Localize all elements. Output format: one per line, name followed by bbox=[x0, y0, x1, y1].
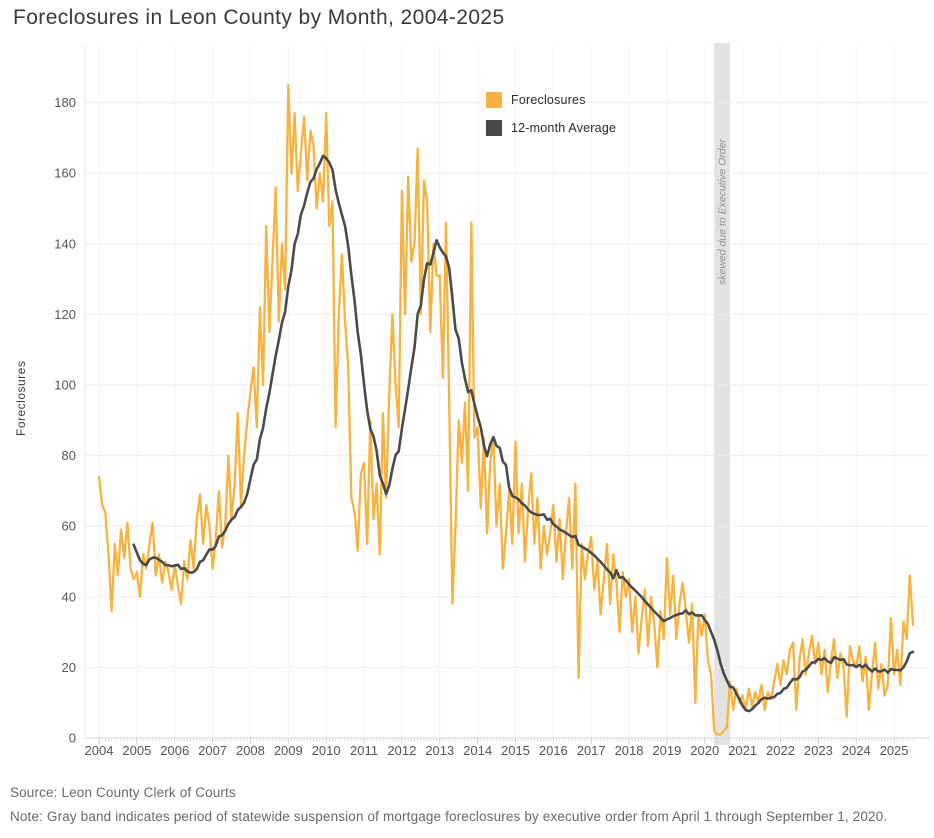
x-tick-label: 2020 bbox=[690, 743, 719, 758]
y-tick-label: 80 bbox=[62, 448, 76, 463]
y-tick-label: 180 bbox=[54, 95, 76, 110]
source-note: Source: Leon County Clerk of Courts bbox=[10, 785, 236, 800]
y-tick-label: 160 bbox=[54, 166, 76, 181]
x-tick-label: 2011 bbox=[350, 743, 378, 758]
x-tick-label: 2015 bbox=[501, 743, 530, 758]
x-tick-label: 2016 bbox=[539, 743, 568, 758]
y-tick-label: 20 bbox=[62, 660, 76, 675]
y-tick-labels: 0 20 40 60 80 100 120 140 160 180 bbox=[54, 95, 76, 745]
executive-order-band bbox=[714, 43, 730, 745]
x-tick-label: 2013 bbox=[425, 743, 454, 758]
average-series-label: 12-month Average bbox=[511, 120, 617, 135]
foreclosures-series-label: Foreclosures bbox=[511, 92, 586, 107]
y-tick-label: 60 bbox=[62, 519, 76, 534]
x-tick-label: 2023 bbox=[804, 743, 833, 758]
y-tick-label: 40 bbox=[62, 589, 76, 604]
x-tick-label: 2012 bbox=[387, 743, 416, 758]
chart-footer: Source: Leon County Clerk of Courts Note… bbox=[10, 785, 930, 833]
x-tick-label: 2009 bbox=[274, 743, 303, 758]
legend-item-average: 12-month Average bbox=[486, 119, 616, 136]
y-tick-label: 0 bbox=[69, 731, 76, 746]
y-tick-label: 120 bbox=[54, 307, 76, 322]
executive-order-note: Note: Gray band indicates period of stat… bbox=[10, 809, 888, 824]
foreclosures-line bbox=[97, 83, 915, 736]
chart-title: Foreclosures in Leon County by Month, 20… bbox=[13, 6, 505, 29]
x-tick-label: 2017 bbox=[577, 743, 606, 758]
x-tick-label: 2010 bbox=[312, 743, 341, 758]
legend-item-foreclosures: Foreclosures bbox=[486, 91, 616, 108]
x-tick-label: 2005 bbox=[122, 743, 151, 758]
x-ticks bbox=[98, 738, 917, 744]
foreclosures-series-swatch bbox=[486, 91, 502, 108]
y-tick-label: 140 bbox=[54, 236, 76, 251]
average-line bbox=[132, 154, 915, 713]
chart-plot-area: 0 20 40 60 80 100 120 140 160 180 2004 2005 2006 2007… bbox=[14, 43, 930, 758]
x-year-gridlines bbox=[98, 46, 895, 738]
x-tick-label: 2025 bbox=[880, 743, 909, 758]
executive-order-band-label: skewed due to Executive Order bbox=[717, 139, 729, 285]
x-tick-label: 2014 bbox=[463, 743, 492, 758]
x-tick-label: 2021 bbox=[728, 743, 757, 758]
x-tick-label: 2024 bbox=[842, 743, 871, 758]
x-tick-label: 2004 bbox=[85, 743, 114, 758]
x-tick-label: 2006 bbox=[160, 743, 189, 758]
x-tick-label: 2019 bbox=[652, 743, 681, 758]
average-series-swatch bbox=[486, 119, 502, 136]
y-axis-title: Foreclosures bbox=[14, 361, 28, 436]
x-tick-label: 2007 bbox=[198, 743, 227, 758]
x-tick-label: 2008 bbox=[236, 743, 265, 758]
x-tick-label: 2022 bbox=[766, 743, 795, 758]
chart-legend: Foreclosures 12-month Average bbox=[486, 91, 616, 147]
x-tick-label: 2018 bbox=[615, 743, 644, 758]
y-tick-label: 100 bbox=[54, 378, 76, 393]
x-tick-labels: 2004 2005 2006 2007 2008 2009 2010 2011 2012 2013… bbox=[85, 743, 909, 758]
